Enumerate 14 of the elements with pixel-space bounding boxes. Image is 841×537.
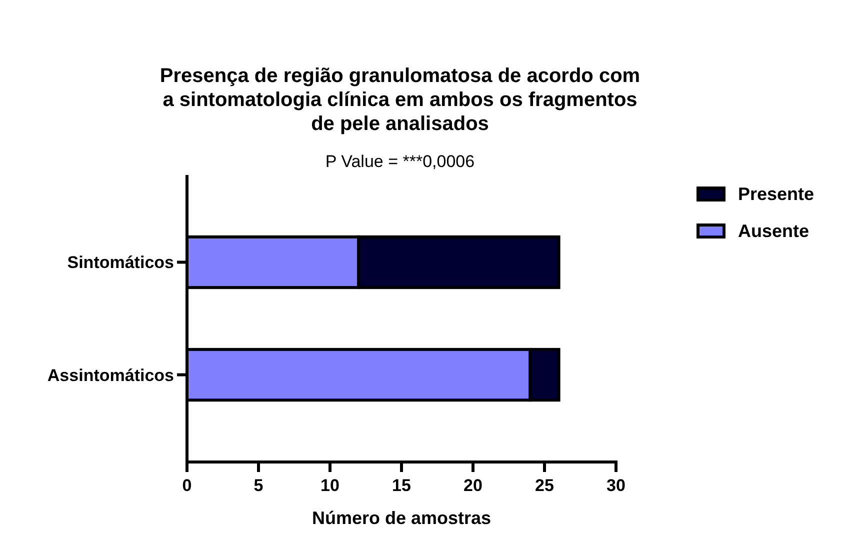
- legend-label: Presente: [738, 184, 814, 204]
- x-tick-label: 15: [392, 476, 411, 495]
- x-tick-label: 0: [182, 476, 192, 495]
- x-axis-title: Número de amostras: [312, 508, 492, 528]
- x-tick-label: 10: [320, 476, 340, 495]
- chart-subtitle: P Value = ***0,0006: [325, 152, 475, 171]
- x-tick-label: 20: [464, 476, 482, 495]
- chart-title: Presença de região granulomatosa de acordo com a sintomatologia clínica em ambos os fragmentos de pele analisados: [160, 65, 640, 135]
- x-tick-label: 25: [535, 476, 554, 495]
- y-tick-label: Assintomáticos: [47, 366, 174, 385]
- y-tick-label: Sintomáticos: [67, 253, 174, 272]
- legend-label: Ausente: [738, 221, 810, 241]
- x-tick-label: 5: [254, 476, 264, 495]
- x-tick-label: 30: [606, 476, 626, 495]
